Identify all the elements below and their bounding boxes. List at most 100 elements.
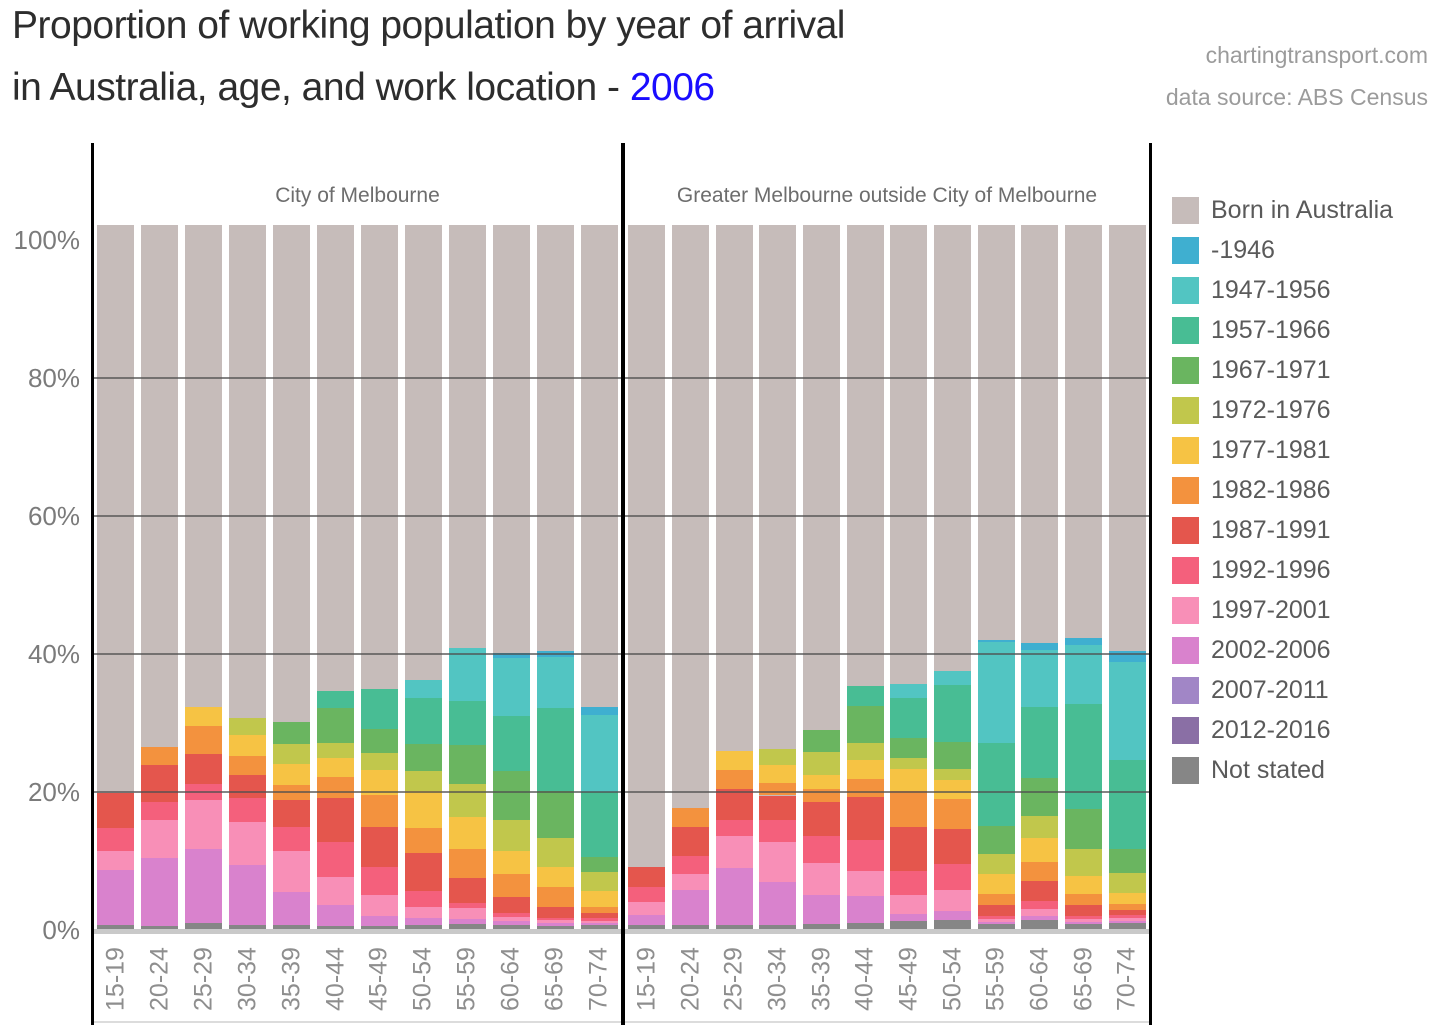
legend-item-2012-2016[interactable]: 2012-2016 <box>1172 710 1393 750</box>
segment-1957-1966[interactable] <box>360 689 398 729</box>
segment-1977-1981[interactable] <box>759 765 797 783</box>
segment-1997-2001[interactable] <box>141 820 179 859</box>
segment-1982-1986[interactable] <box>448 848 486 879</box>
segment-1977-1981[interactable] <box>977 874 1015 895</box>
segment-1967-1971[interactable] <box>448 745 486 784</box>
segment-1957-1966[interactable] <box>536 707 574 791</box>
segment-2002-2006[interactable] <box>185 848 223 924</box>
segment-1967-1971[interactable] <box>492 771 530 821</box>
segment-1992-1996[interactable] <box>1021 901 1059 910</box>
segment-1977-1981[interactable] <box>536 867 574 888</box>
segment-1957-1966[interactable] <box>890 697 928 738</box>
segment-1957-1966[interactable] <box>492 716 530 772</box>
segment-1977-1981[interactable] <box>317 758 355 777</box>
segment-1997-2001[interactable] <box>628 902 666 915</box>
segment-1972-1976[interactable] <box>229 718 267 735</box>
segment-1997-2001[interactable] <box>360 894 398 917</box>
segment-1972-1976[interactable] <box>759 749 797 766</box>
segment-1957-1966[interactable] <box>1021 707 1059 779</box>
segment-1987-1991[interactable] <box>273 800 311 828</box>
legend-item-not-stated[interactable]: Not stated <box>1172 750 1393 790</box>
segment-1982-1986[interactable] <box>1065 894 1102 906</box>
segment-not-stated[interactable] <box>846 923 884 930</box>
segment-1982-1986[interactable] <box>672 807 709 828</box>
segment-1987-1991[interactable] <box>934 828 971 864</box>
segment-1967-1971[interactable] <box>317 707 355 743</box>
segment-2002-2006[interactable] <box>141 858 179 926</box>
segment-1977-1981[interactable] <box>273 763 311 786</box>
segment-2002-2006[interactable] <box>492 921 530 925</box>
segment-1972-1976[interactable] <box>890 758 928 769</box>
segment-not-stated[interactable] <box>715 924 753 930</box>
segment-1992-1996[interactable] <box>492 912 530 917</box>
segment-not-stated[interactable] <box>360 925 398 930</box>
segment-1987-1991[interactable] <box>628 867 666 888</box>
segment-1967-1971[interactable] <box>580 856 618 872</box>
segment-1987-1991[interactable] <box>185 754 223 784</box>
segment-1982-1986[interactable] <box>492 874 530 897</box>
legend-item-born-in-australia[interactable]: Born in Australia <box>1172 190 1393 230</box>
segment-1997-2001[interactable] <box>934 890 971 911</box>
segment-1987-1991[interactable] <box>1108 910 1146 915</box>
segment-1957-1966[interactable] <box>404 697 442 745</box>
segment-not-stated[interactable] <box>672 925 709 930</box>
segment-1982-1986[interactable] <box>715 769 753 790</box>
segment-1967-1971[interactable] <box>1065 809 1102 849</box>
segment-2002-2006[interactable] <box>360 916 398 926</box>
segment-1977-1981[interactable] <box>934 779 971 799</box>
segment-1957-1966[interactable] <box>934 685 971 743</box>
segment-2002-2006[interactable] <box>229 865 267 926</box>
segment-not-stated[interactable] <box>759 925 797 930</box>
segment-1977-1981[interactable] <box>404 791 442 828</box>
segment-1947-1956[interactable] <box>934 671 971 685</box>
segment-not-stated[interactable] <box>580 924 618 930</box>
segment-1992-1996[interactable] <box>317 841 355 877</box>
segment-1992-1996[interactable] <box>715 820 753 836</box>
segment-2002-2006[interactable] <box>759 881 797 926</box>
segment-1997-2001[interactable] <box>448 908 486 919</box>
segment-1997-2001[interactable] <box>890 894 928 915</box>
segment-1987-1991[interactable] <box>317 798 355 842</box>
segment-1992-1996[interactable] <box>360 866 398 895</box>
segment-1972-1976[interactable] <box>317 743 355 759</box>
segment-1992-1996[interactable] <box>890 871 928 895</box>
segment-1982-1986[interactable] <box>360 794 398 827</box>
segment-1972-1976[interactable] <box>360 753 398 770</box>
segment-1972-1976[interactable] <box>1108 872 1146 893</box>
segment-1972-1976[interactable] <box>934 769 971 780</box>
segment-1982-1986[interactable] <box>141 746 179 766</box>
segment-1982-1986[interactable] <box>890 791 928 827</box>
segment-1982-1986[interactable] <box>1021 862 1059 881</box>
segment-1997-2001[interactable] <box>1021 909 1059 917</box>
segment-1987-1991[interactable] <box>229 774 267 799</box>
segment-not-stated[interactable] <box>185 923 223 930</box>
segment-1987-1991[interactable] <box>1021 881 1059 901</box>
segment-1987-1991[interactable] <box>536 906 574 918</box>
segment-not-stated[interactable] <box>1108 923 1146 930</box>
segment-2002-2006[interactable] <box>317 905 355 926</box>
segment-1972-1976[interactable] <box>536 837 574 868</box>
segment-1992-1996[interactable] <box>580 918 618 921</box>
segment-1997-2001[interactable] <box>803 863 840 895</box>
segment-1977-1981[interactable] <box>803 775 840 789</box>
segment-1947-1956[interactable] <box>1108 661 1146 760</box>
segment-1967-1971[interactable] <box>803 729 840 752</box>
legend-item-1957-1966[interactable]: 1957-1966 <box>1172 310 1393 350</box>
segment-1987-1991[interactable] <box>803 802 840 836</box>
segment-1977-1981[interactable] <box>185 707 223 726</box>
segment-not-stated[interactable] <box>141 925 179 930</box>
segment-1997-2001[interactable] <box>536 920 574 924</box>
segment-1947-1956[interactable] <box>977 641 1015 743</box>
segment--1946[interactable] <box>1021 643 1059 650</box>
segment-2002-2006[interactable] <box>1021 916 1059 921</box>
segment-1947-1956[interactable] <box>580 715 618 792</box>
segment-1972-1976[interactable] <box>1065 848 1102 877</box>
segment-1997-2001[interactable] <box>317 876 355 906</box>
segment-not-stated[interactable] <box>448 923 486 930</box>
segment-2002-2006[interactable] <box>448 919 486 924</box>
segment-1947-1956[interactable] <box>404 680 442 698</box>
legend-item-1972-1976[interactable]: 1972-1976 <box>1172 390 1393 430</box>
segment-1987-1991[interactable] <box>890 826 928 872</box>
segment-1947-1956[interactable] <box>492 658 530 717</box>
segment-1992-1996[interactable] <box>97 827 135 852</box>
